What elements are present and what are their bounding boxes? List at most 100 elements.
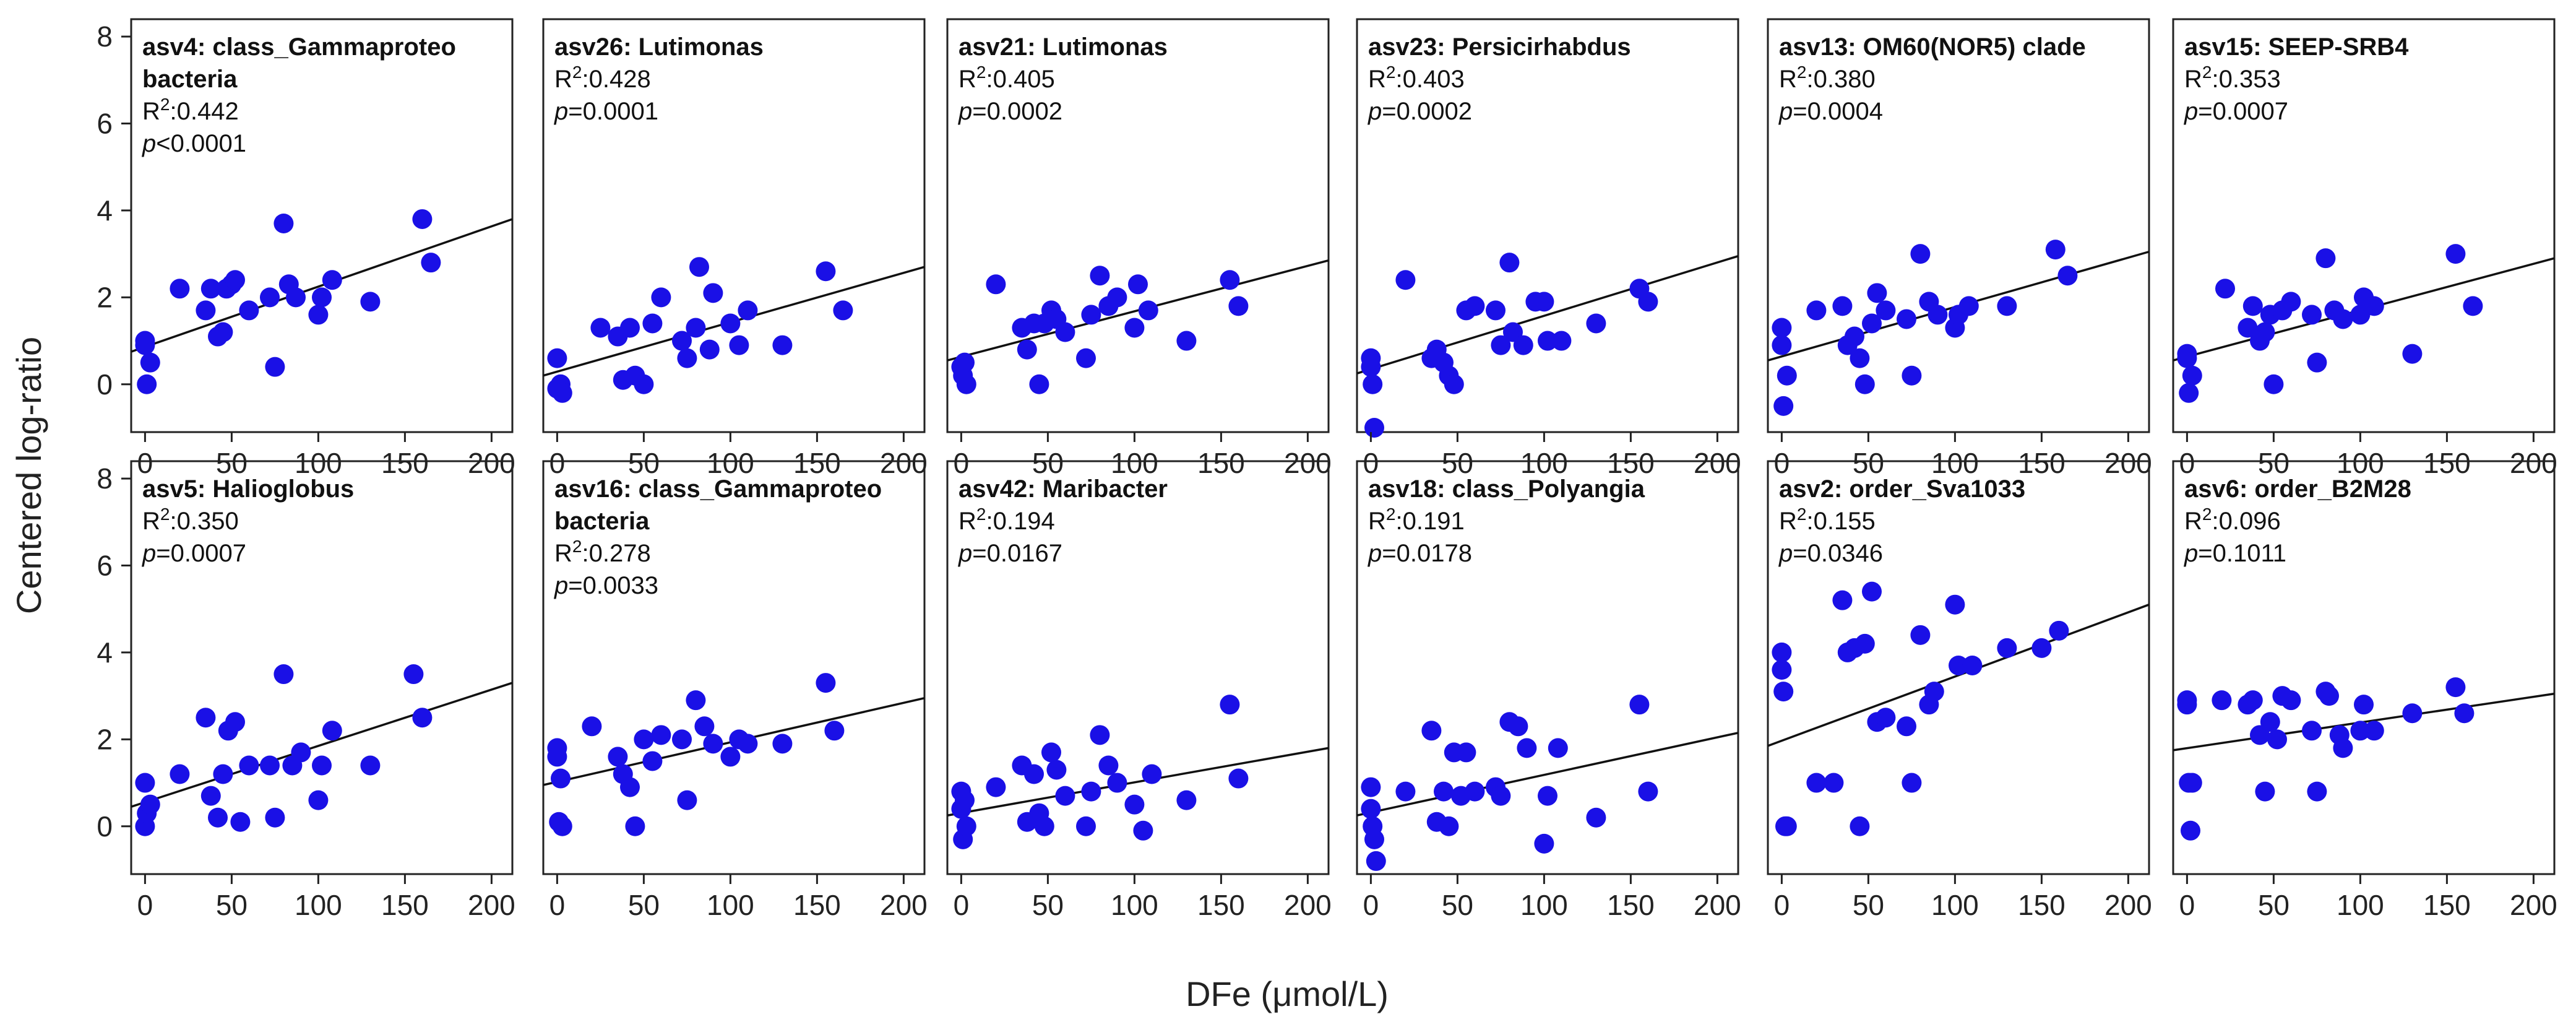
data-point <box>1076 816 1096 836</box>
data-point <box>955 352 975 373</box>
x-tick-label: 0 <box>137 889 153 921</box>
data-point <box>2177 690 2197 711</box>
data-point <box>200 279 221 299</box>
panel-frame <box>1356 18 1739 433</box>
data-point <box>1910 244 1931 264</box>
data-point <box>213 764 233 784</box>
data-point <box>2302 305 2322 325</box>
data-point <box>196 708 216 728</box>
data-point <box>1806 300 1827 321</box>
data-point <box>1832 590 1853 610</box>
data-point <box>2333 309 2353 329</box>
data-point <box>1090 725 1110 745</box>
data-point <box>1486 300 1506 321</box>
data-point <box>738 300 758 321</box>
x-tick-label: 50 <box>216 889 248 921</box>
x-tick-label: 50 <box>216 447 248 479</box>
data-point <box>308 305 329 325</box>
r-squared-value: 0.428 <box>589 66 651 93</box>
data-point <box>699 339 720 360</box>
panel-title: asv26: Lutimonas <box>554 33 764 61</box>
data-point <box>196 300 216 321</box>
data-point <box>1491 786 1511 806</box>
data-point <box>651 287 671 308</box>
data-point <box>2364 296 2384 316</box>
data-point <box>1176 331 1197 351</box>
y-tick-label: 4 <box>97 194 113 227</box>
data-point <box>1055 322 1075 342</box>
p-value: =0.0178 <box>1382 540 1472 567</box>
data-point <box>170 764 190 784</box>
data-point <box>1439 816 1459 836</box>
p-value-label: p=0.0001 <box>554 98 658 125</box>
r-squared-value: 0.403 <box>1403 66 1465 93</box>
x-tick-label: 0 <box>549 447 566 479</box>
data-point <box>2302 721 2322 741</box>
regression-line <box>131 218 513 353</box>
x-tick-label: 200 <box>880 447 928 479</box>
r-squared-value: 0.155 <box>1814 508 1876 535</box>
data-point <box>2333 738 2353 758</box>
data-point <box>2463 296 2483 316</box>
data-point <box>1772 335 1792 355</box>
data-point <box>1421 721 1442 741</box>
data-point <box>135 773 155 793</box>
x-tick-label: 200 <box>1694 447 1741 479</box>
x-tick-label: 0 <box>1774 889 1790 921</box>
x-tick-label: 150 <box>1607 447 1655 479</box>
p-value-label: p=0.0002 <box>958 98 1062 125</box>
data-point <box>1902 365 1922 386</box>
p-value: =0.0002 <box>1382 98 1472 125</box>
data-point <box>1361 799 1381 819</box>
data-point <box>720 747 741 767</box>
data-point <box>1845 326 1864 347</box>
data-point <box>833 300 853 321</box>
y-tick-label: 6 <box>97 108 113 140</box>
data-point <box>265 357 285 377</box>
data-point <box>1773 682 1794 702</box>
data-point <box>2267 729 2287 750</box>
p-value-label: p=0.0167 <box>958 540 1062 567</box>
x-tick-label: 100 <box>295 889 342 921</box>
p-value: <0.0001 <box>156 130 246 157</box>
x-tick-label: 150 <box>2423 889 2471 921</box>
data-point <box>642 313 663 334</box>
data-point <box>1456 742 1476 763</box>
data-point <box>1997 296 2017 316</box>
data-point <box>1850 348 1870 368</box>
x-tick-label: 100 <box>707 447 754 479</box>
panel-title: asv16: class_Gammaproteo <box>554 475 882 503</box>
data-point <box>772 335 793 355</box>
data-point <box>2281 292 2301 312</box>
data-point <box>2350 721 2371 741</box>
data-point <box>634 729 654 750</box>
data-point <box>2179 383 2199 403</box>
p-value-label: p=0.0007 <box>2184 98 2288 125</box>
x-tick-label: 100 <box>1931 447 1979 479</box>
data-point <box>2281 690 2301 711</box>
data-point <box>1777 816 1797 836</box>
panel-title: asv5: Halioglobus <box>142 475 354 503</box>
data-point <box>1046 760 1067 780</box>
data-point <box>1107 287 1127 308</box>
data-point <box>260 755 280 776</box>
p-value-label: p=0.0346 <box>1778 540 1883 567</box>
panel-title: asv2: order_Sva1033 <box>1779 475 2025 503</box>
data-point <box>1220 695 1240 715</box>
data-point <box>1867 283 1887 303</box>
data-point <box>552 816 572 836</box>
data-point <box>1534 833 1554 854</box>
data-point <box>1538 331 1557 351</box>
data-point <box>312 287 332 308</box>
data-point <box>2364 721 2384 741</box>
x-tick-label: 100 <box>2337 889 2384 921</box>
data-point <box>686 690 706 711</box>
data-point <box>1128 274 1148 295</box>
data-point <box>1824 773 1844 793</box>
data-point <box>2242 690 2263 711</box>
data-point <box>421 253 441 273</box>
data-point <box>137 374 157 394</box>
r-squared-label: R2:0.191 <box>1368 505 1465 535</box>
